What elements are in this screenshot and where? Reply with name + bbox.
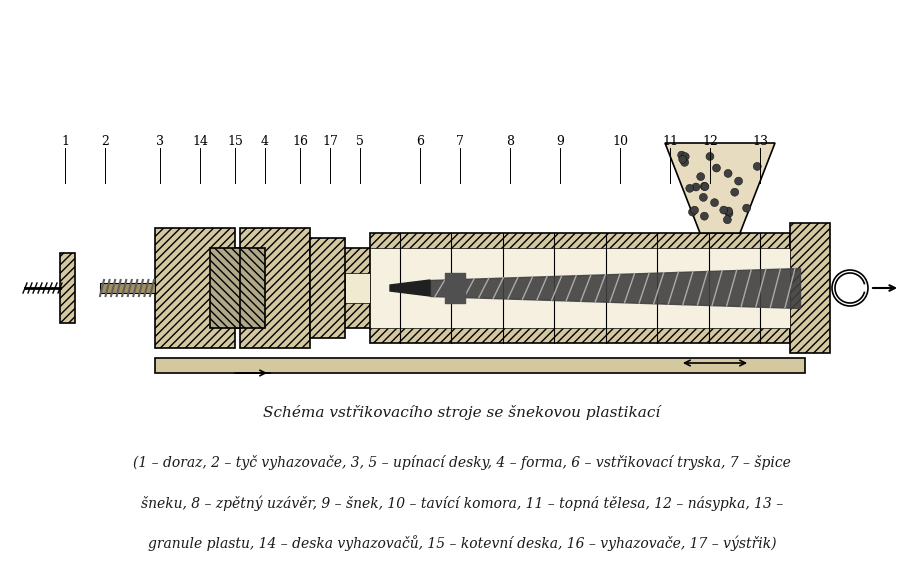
Circle shape <box>699 193 708 201</box>
Circle shape <box>743 204 750 212</box>
Circle shape <box>686 185 694 193</box>
Circle shape <box>690 206 699 214</box>
Circle shape <box>711 199 719 207</box>
Circle shape <box>692 183 700 191</box>
Circle shape <box>706 152 714 160</box>
Text: 11: 11 <box>662 135 678 148</box>
Text: 8: 8 <box>506 135 514 148</box>
Text: 10: 10 <box>612 135 628 148</box>
Circle shape <box>724 170 732 178</box>
Text: 15: 15 <box>227 135 243 148</box>
Text: 1: 1 <box>61 135 69 148</box>
Circle shape <box>697 172 705 180</box>
Text: (1 – doraz, 2 – tyč vyhazovače, 3, 5 – upínací desky, 4 – forma, 6 – vstřikovací: (1 – doraz, 2 – tyč vyhazovače, 3, 5 – u… <box>133 456 791 470</box>
Text: Schéma vstřikovacího stroje se šnekovou plastikací: Schéma vstřikovacího stroje se šnekovou … <box>263 406 661 421</box>
Text: 2: 2 <box>101 135 109 148</box>
Circle shape <box>679 155 687 163</box>
Circle shape <box>681 152 689 160</box>
Circle shape <box>725 209 733 217</box>
Circle shape <box>701 183 709 191</box>
Circle shape <box>735 177 743 185</box>
Text: 14: 14 <box>192 135 208 148</box>
Circle shape <box>724 207 733 215</box>
Bar <box>210 248 240 328</box>
Circle shape <box>720 206 728 214</box>
Text: šneku, 8 – zpětný uzávěr, 9 – šnek, 10 – tavící komora, 11 – topná tělesa, 12 – : šneku, 8 – zpětný uzávěr, 9 – šnek, 10 –… <box>140 495 784 511</box>
Circle shape <box>712 164 721 172</box>
Bar <box>240 228 310 348</box>
Text: 7: 7 <box>456 135 464 148</box>
Bar <box>310 238 345 338</box>
Polygon shape <box>665 143 775 233</box>
Text: 13: 13 <box>752 135 768 148</box>
Circle shape <box>700 182 709 190</box>
Bar <box>150 323 315 333</box>
Text: 9: 9 <box>556 135 564 148</box>
Bar <box>235 248 265 328</box>
Text: 16: 16 <box>292 135 308 148</box>
Text: 6: 6 <box>416 135 424 148</box>
Bar <box>100 283 155 293</box>
Bar <box>790 223 830 353</box>
Circle shape <box>753 162 761 170</box>
Circle shape <box>731 188 739 196</box>
Circle shape <box>723 216 732 223</box>
Circle shape <box>677 151 686 159</box>
Text: granule plastu, 14 – deska vyhazovačů, 15 – kotevní deska, 16 – vyhazovače, 17 –: granule plastu, 14 – deska vyhazovačů, 1… <box>148 535 776 551</box>
Bar <box>370 248 790 328</box>
Text: 3: 3 <box>156 135 164 148</box>
Bar <box>370 233 790 343</box>
Polygon shape <box>390 280 430 296</box>
Bar <box>345 273 370 303</box>
Text: 4: 4 <box>261 135 269 148</box>
Text: 17: 17 <box>322 135 338 148</box>
Circle shape <box>700 212 709 220</box>
Circle shape <box>688 208 697 216</box>
Bar <box>155 358 805 373</box>
Circle shape <box>681 158 688 166</box>
Text: 12: 12 <box>702 135 718 148</box>
Text: 5: 5 <box>356 135 364 148</box>
Bar <box>340 248 370 328</box>
Bar <box>150 243 315 253</box>
Circle shape <box>832 270 868 306</box>
Bar <box>155 228 235 348</box>
Bar <box>60 253 75 323</box>
